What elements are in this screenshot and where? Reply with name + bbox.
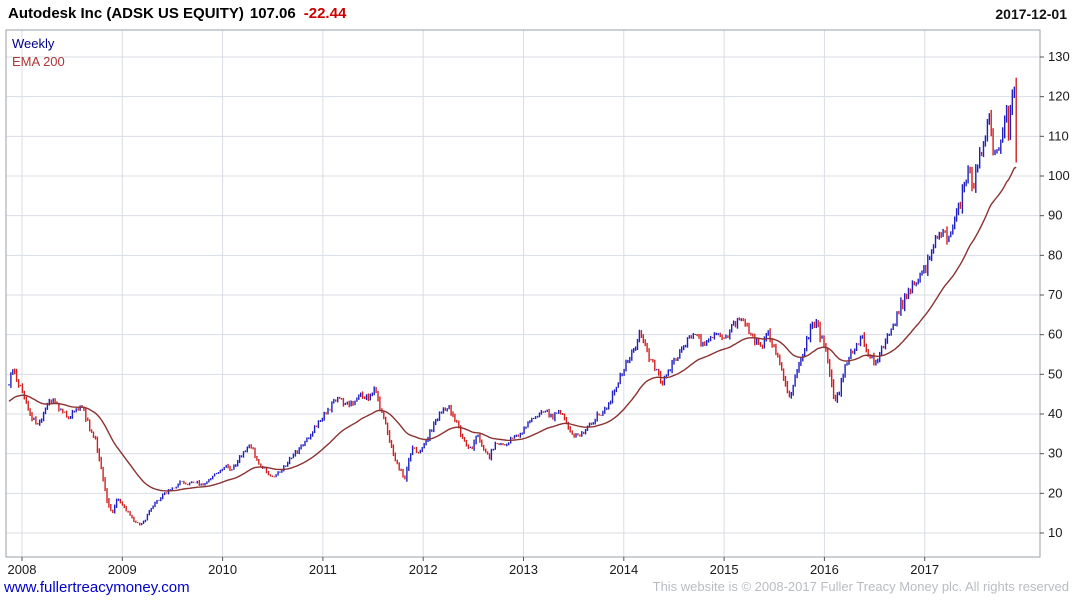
- y-axis-label: 10: [1048, 525, 1062, 540]
- x-axis-label: 2008: [8, 562, 37, 577]
- x-axis-label: 2013: [509, 562, 538, 577]
- y-axis-label: 80: [1048, 247, 1062, 262]
- chart-header: Autodesk Inc (ADSK US EQUITY) 107.06 -22.4…: [8, 5, 346, 22]
- instrument-title: Autodesk Inc (ADSK US EQUITY): [8, 5, 244, 22]
- last-price: 107.06: [249, 5, 296, 22]
- y-axis-label: 130: [1048, 49, 1070, 64]
- y-axis-label: 60: [1048, 327, 1062, 342]
- x-axis-label: 2009: [108, 562, 137, 577]
- y-axis-label: 30: [1048, 446, 1062, 461]
- y-axis-label: 120: [1048, 89, 1070, 104]
- x-axis-label: 2011: [309, 562, 337, 577]
- x-axis-label: 2015: [710, 562, 739, 577]
- x-axis-label: 2010: [208, 562, 237, 577]
- y-axis-label: 50: [1048, 366, 1062, 381]
- y-axis-label: 70: [1048, 287, 1062, 302]
- x-axis-label: 2012: [409, 562, 438, 577]
- copyright-text: This website is © 2008-2017 Fuller Treac…: [652, 579, 1069, 594]
- x-axis-label: 2016: [810, 562, 839, 577]
- y-axis-label: 40: [1048, 406, 1062, 421]
- website-link[interactable]: www.fullertreacymoney.com: [4, 579, 190, 596]
- legend-ema-200: EMA 200: [12, 54, 65, 69]
- y-axis-label: 100: [1048, 168, 1070, 183]
- axis-labels: 2008 2009 2010 2011 2012 2013 2014 2015 2016 2017…: [8, 49, 1070, 577]
- x-axis-label: 2014: [609, 562, 638, 577]
- chart-legend: Weekly EMA 200: [12, 35, 65, 71]
- y-axis-label: 110: [1048, 128, 1069, 143]
- price-series: [8, 77, 1017, 526]
- x-axis-label: 2017: [910, 562, 939, 577]
- price-change: -22.44: [303, 5, 347, 22]
- legend-weekly: Weekly: [12, 36, 55, 51]
- as-of-date: 2017-12-01: [995, 6, 1067, 22]
- y-axis-label: 90: [1048, 208, 1062, 223]
- grid-lines: [6, 30, 1040, 557]
- y-axis-label: 20: [1048, 485, 1062, 500]
- ema-line: [8, 166, 1017, 492]
